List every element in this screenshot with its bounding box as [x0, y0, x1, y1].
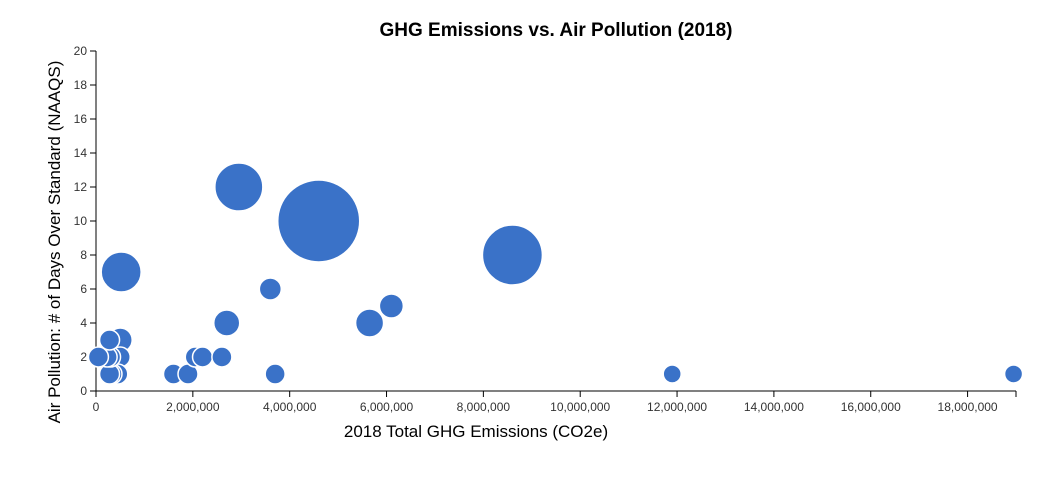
x-tick-label: 14,000,000: [744, 400, 804, 414]
data-point: [191, 346, 214, 368]
y-tick-label: 8: [80, 248, 87, 262]
x-tick-label: 6,000,000: [360, 400, 414, 414]
data-point: [87, 346, 110, 368]
data-point: [100, 251, 142, 293]
x-tick-label: 10,000,000: [550, 400, 610, 414]
x-tick-label: 4,000,000: [263, 400, 317, 414]
y-tick-label: 10: [74, 214, 88, 228]
y-tick-label: 6: [80, 282, 87, 296]
x-tick-label: 0: [93, 400, 100, 414]
data-point: [276, 179, 361, 263]
data-point: [214, 162, 264, 212]
data-point: [378, 293, 405, 319]
data-point: [264, 363, 286, 385]
x-tick-label: 12,000,000: [647, 400, 707, 414]
chart-title: GHG Emissions vs. Air Pollution (2018): [380, 20, 733, 41]
data-point: [354, 308, 385, 338]
y-tick-label: 2: [80, 350, 87, 364]
y-tick-label: 14: [74, 146, 88, 160]
x-tick-label: 16,000,000: [841, 400, 901, 414]
data-point: [481, 224, 544, 286]
data-point: [98, 329, 121, 351]
data-point: [662, 364, 682, 384]
x-tick-label: 2,000,000: [166, 400, 220, 414]
y-tick-label: 4: [80, 316, 87, 330]
data-point: [211, 346, 233, 368]
y-axis-label: Air Pollution: # of Days Over Standard (…: [45, 61, 64, 424]
x-tick-label: 18,000,000: [938, 400, 998, 414]
y-tick-label: 16: [74, 112, 88, 126]
y-tick-label: 20: [74, 44, 88, 58]
x-tick-label: 8,000,000: [457, 400, 511, 414]
y-tick-label: 12: [74, 180, 88, 194]
data-point: [1003, 364, 1024, 384]
y-tick-label: 18: [74, 78, 88, 92]
y-tick-label: 0: [80, 384, 87, 398]
plot-area: 0 2 4 6 8 10 12 14 16 18 20 0 2,000,000 4,000,000 6,00…: [74, 44, 1024, 414]
x-axis-label: 2018 Total GHG Emissions (CO2e): [344, 422, 608, 441]
data-point: [212, 309, 241, 337]
data-point: [258, 277, 283, 301]
